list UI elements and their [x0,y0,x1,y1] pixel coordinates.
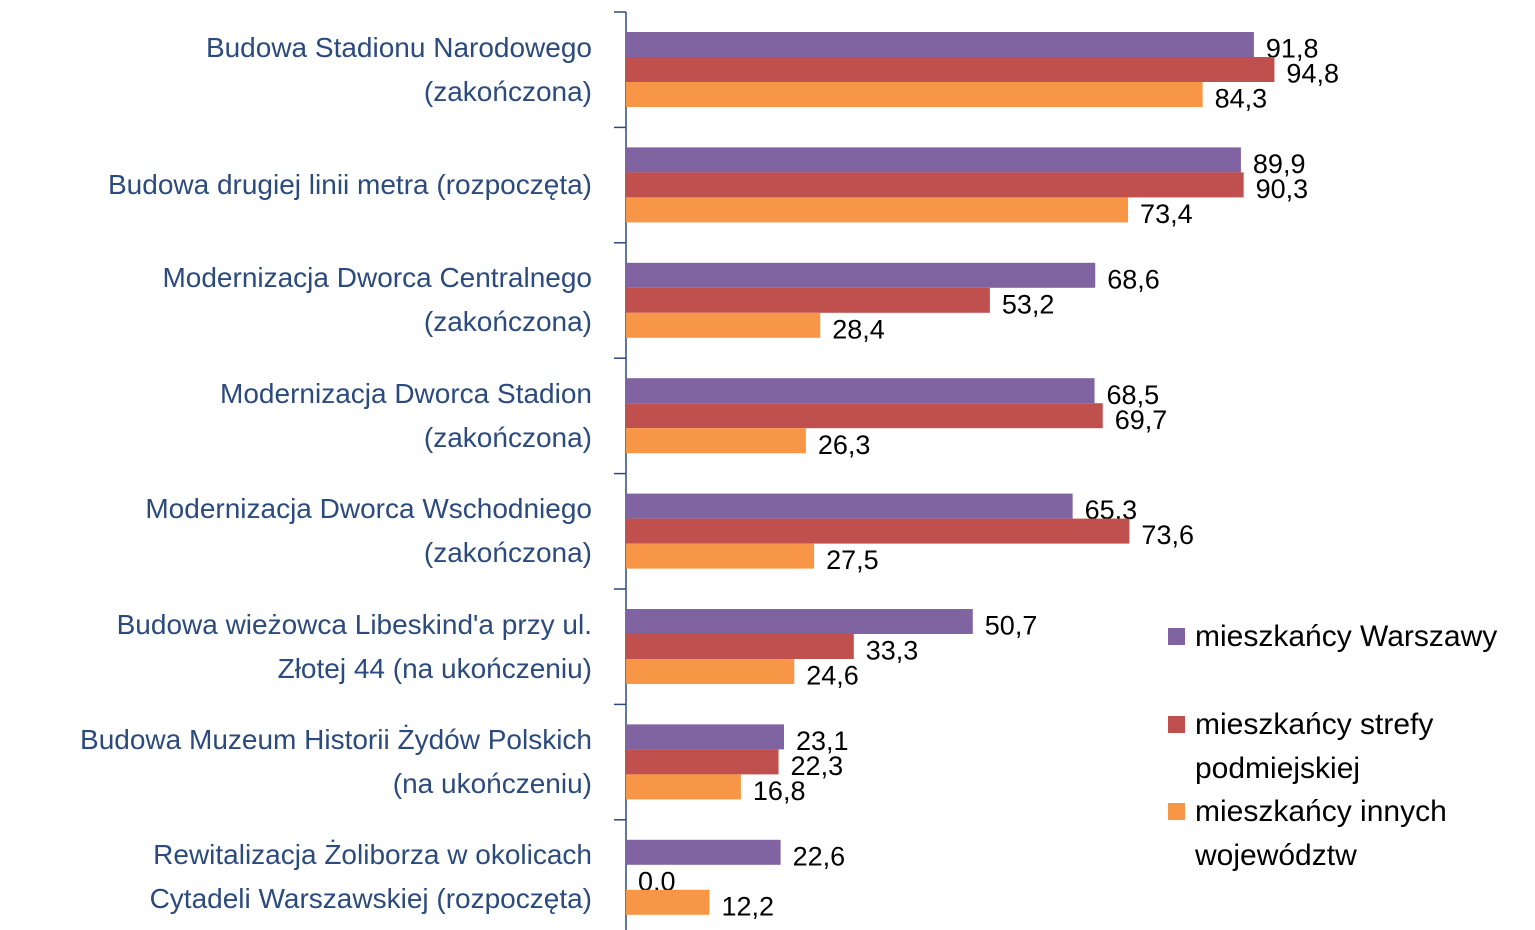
category-label: Modernizacja Dworca Wschodniego (zakończ… [145,493,592,569]
bar [626,749,779,775]
value-label: 28,4 [832,314,885,344]
bar [626,32,1254,57]
value-label: 24,6 [806,661,859,691]
bar [626,609,973,634]
value-label: 23,1 [796,726,849,756]
category-label: Budowa Muzeum Historii Żydów Polskich (n… [80,723,592,799]
bar [626,262,1096,288]
bar [626,774,741,800]
bar [626,82,1203,107]
category-label: Rewitalizacja Żoliborza w okolicach Cyta… [149,839,592,915]
bar [626,57,1275,82]
value-label: 50,7 [985,611,1038,641]
bar [626,889,710,915]
value-label: 91,8 [1266,34,1319,64]
value-label: 94,8 [1286,59,1339,89]
bar [626,634,854,659]
bar [626,724,785,750]
value-label: 26,3 [818,430,871,460]
value-label: 12,2 [721,891,774,921]
legend-label: mieszkańcy innych województw [1195,795,1447,872]
bar [626,287,990,313]
bar [626,493,1073,519]
bar [626,147,1241,173]
category-label: Modernizacja Dworca Stadion (zakończona) [220,377,592,453]
bar [626,659,795,684]
bar [626,197,1129,223]
bar [626,172,1244,198]
value-label: 90,3 [1256,174,1309,204]
value-label: 69,7 [1115,405,1168,435]
value-label: 16,8 [753,776,806,806]
legend-label: mieszkańcy Warszawy [1195,620,1498,653]
bar [626,378,1095,404]
legend-label: mieszkańcy strefy podmiejskiej [1195,708,1434,785]
value-label: 22,3 [791,751,844,781]
value-label: 53,2 [1002,289,1055,319]
bar [626,403,1103,429]
value-label: 33,3 [866,636,919,666]
bar [626,428,806,454]
value-label: 89,9 [1253,149,1306,179]
category-label: Budowa wieżowca Libeskind'a przy ul. Zło… [116,608,592,684]
value-label: 73,6 [1141,520,1194,550]
category-label: Budowa Stadionu Narodowego (zakończona) [205,31,592,107]
category-label: Budowa drugiej linii metra (rozpoczęta) [108,168,592,200]
value-label: 84,3 [1215,84,1268,114]
value-label: 68,5 [1107,380,1160,410]
legend-swatch [1168,803,1185,820]
legend-swatch [1168,716,1185,733]
bar [626,518,1130,544]
value-label: 68,6 [1107,264,1160,294]
bar [626,312,821,338]
category-label: Modernizacja Dworca Centralnego (zakończ… [162,262,592,338]
value-label: 22,6 [793,841,846,871]
value-label: 27,5 [826,545,879,575]
bar [626,543,815,569]
legend-swatch [1168,628,1185,645]
value-label: 73,4 [1140,199,1193,229]
bar [626,839,781,865]
